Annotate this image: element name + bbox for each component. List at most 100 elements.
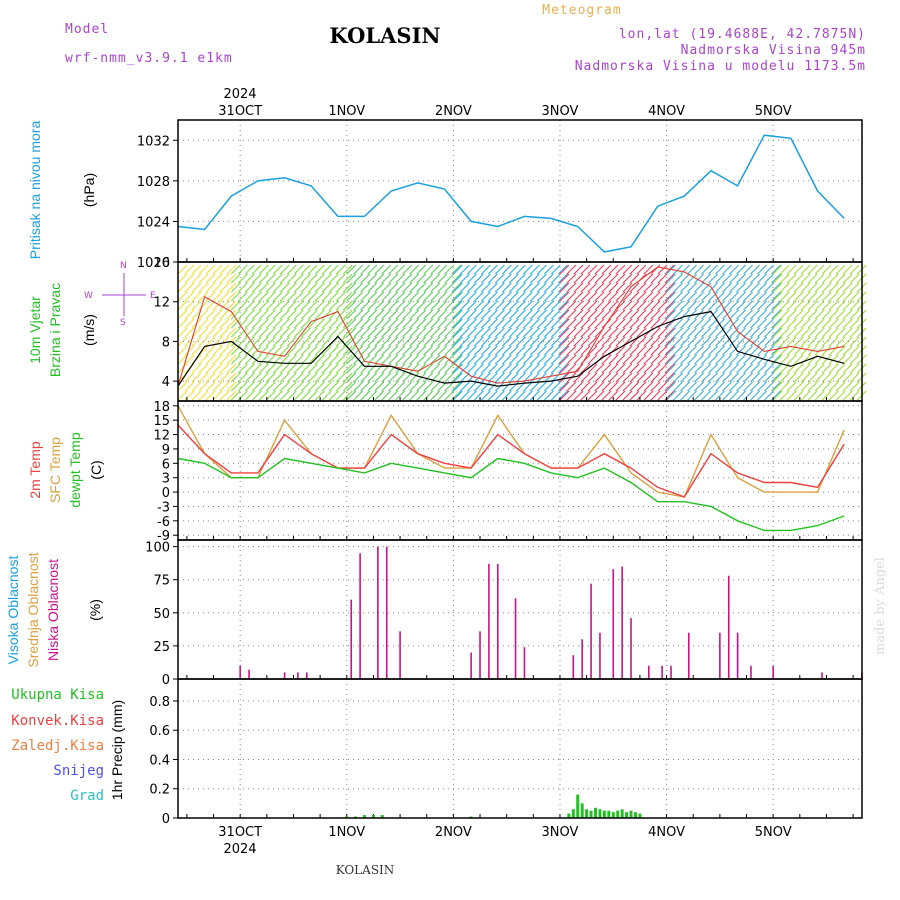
wind-barb [536, 336, 547, 347]
wind-barb [360, 336, 371, 347]
wind-barb [757, 354, 767, 365]
wind-barb [643, 300, 654, 311]
wind-barb [437, 291, 448, 302]
wind-barb [177, 282, 188, 293]
wind-barb [353, 282, 364, 293]
wind-barb [680, 363, 690, 374]
wind-barb [191, 390, 202, 401]
wind-barb [694, 300, 704, 311]
wind-barb [715, 363, 725, 374]
wind-barb [328, 363, 339, 374]
wind-barb [293, 354, 304, 365]
wind-barb [622, 354, 633, 365]
wind-barb [430, 318, 441, 329]
wind-barb [508, 327, 519, 338]
wind-barb [226, 309, 237, 320]
wind-barb [687, 363, 697, 374]
precip-bar [380, 815, 384, 818]
wind-barb [536, 381, 547, 392]
wind-barb [750, 390, 760, 401]
wind-barb [666, 381, 676, 392]
wind-barb [360, 372, 371, 383]
wind-barb [636, 363, 647, 374]
day-label-bottom: 4NOV [648, 825, 685, 840]
wind-barb [664, 372, 675, 383]
wind-barb [381, 300, 392, 311]
wind-barb [480, 390, 491, 401]
wind-barb [177, 273, 188, 284]
wind-barb [764, 282, 774, 293]
wind-barb [346, 345, 357, 356]
temperature-ytick-label: 18 [153, 400, 170, 415]
wind-barb [729, 345, 739, 356]
wind-barb [452, 372, 463, 383]
wind-barb [367, 345, 378, 356]
wind-barb [779, 390, 790, 401]
wind-barb [515, 372, 526, 383]
wind-barb [451, 291, 462, 302]
model-label: Model [65, 22, 109, 37]
wind-barb [779, 264, 790, 275]
wind-barb [219, 390, 230, 401]
wind-barb [360, 264, 371, 275]
wind-barb [729, 354, 739, 365]
wind-barb [381, 318, 392, 329]
precip-bar [611, 812, 615, 818]
wind-barb [272, 327, 283, 338]
wind-barb [842, 327, 853, 338]
wind-barb [587, 273, 598, 284]
wind-barb [587, 300, 598, 311]
wind-barb [743, 381, 753, 392]
wind-barb [494, 273, 505, 284]
wind-barb [177, 354, 188, 365]
wind-barb [314, 345, 325, 356]
wind-label-2: Brzina i Pravac [47, 283, 63, 377]
wind-barb [643, 291, 654, 302]
wind-barb [636, 282, 647, 293]
wind-barb [849, 282, 860, 293]
precip-bar [576, 794, 580, 818]
precip-bar [589, 810, 593, 818]
day-label-bottom: 1NOV [328, 825, 365, 840]
wind-barb [307, 354, 318, 365]
wind-barb [293, 318, 304, 329]
wind-barb [743, 291, 753, 302]
wind-barb [452, 291, 463, 302]
wind-barb [430, 381, 441, 392]
precip-bar [625, 812, 629, 818]
wind-barb [395, 345, 406, 356]
wind-barb [342, 309, 353, 320]
wind-barb [286, 354, 297, 365]
wind-barb [251, 390, 262, 401]
wind-barb [842, 390, 853, 401]
wind-barb [335, 300, 346, 311]
wind-barb [416, 309, 427, 320]
wind-barb [395, 390, 406, 401]
wind-barb [587, 336, 598, 347]
wind-barb [566, 318, 577, 329]
wind-barb [529, 264, 540, 275]
wind-barb [258, 345, 269, 356]
wind-barb [501, 345, 512, 356]
wind-barb [293, 363, 304, 374]
wind-barb [594, 372, 605, 383]
wind-barb [793, 282, 804, 293]
wind-barb [771, 291, 781, 302]
wind-barb [473, 372, 484, 383]
wind-barb [409, 327, 420, 338]
wind-barb [559, 363, 570, 374]
wind-barb [423, 309, 434, 320]
wind-barb [701, 381, 711, 392]
wind-barb [346, 282, 357, 293]
wind-barb [842, 273, 853, 284]
wind-barb [835, 264, 846, 275]
wind-barb [643, 381, 654, 392]
wind-barb [566, 345, 577, 356]
wind-barb [430, 273, 441, 284]
wind-barb [736, 363, 746, 374]
wind-barb [258, 300, 269, 311]
wind-barb [515, 336, 526, 347]
wind-barb [529, 291, 540, 302]
wind-barb [395, 300, 406, 311]
wind-barb [219, 372, 230, 383]
